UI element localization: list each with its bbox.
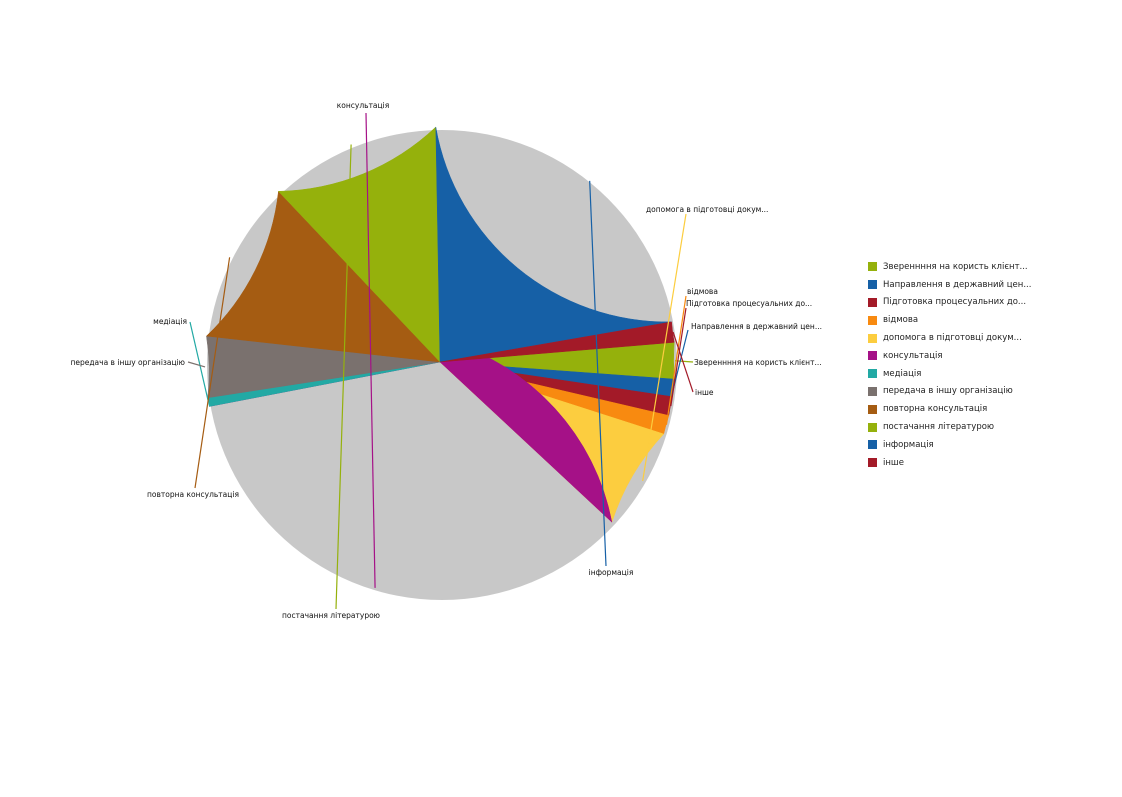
slice-label-0: Звереннння на користь клієнт... <box>694 358 822 367</box>
slice-label-9: постачання літературою <box>282 611 380 620</box>
legend-item-9: постачання літературою <box>868 418 1031 436</box>
slice-label-1: Направлення в державний цен... <box>691 322 822 331</box>
slice-label-10: інформація <box>589 568 634 577</box>
legend-item-3: відмова <box>868 311 1031 329</box>
leader-line-10 <box>589 180 607 567</box>
legend-swatch <box>868 351 877 361</box>
leader-line-6 <box>189 321 210 403</box>
slice-label-5: консультація <box>337 101 389 110</box>
leader-line-8 <box>194 257 231 489</box>
leader-line-9 <box>335 144 352 610</box>
pie-slice-9 <box>277 126 441 363</box>
legend-swatch <box>868 333 877 343</box>
slice-label-2: Підготовка процесуальних до... <box>686 299 812 308</box>
legend-swatch <box>868 280 877 290</box>
leader-line-4 <box>642 213 687 482</box>
legend-label: повторна консультація <box>883 404 988 415</box>
legend-swatch <box>868 315 877 325</box>
legend-swatch <box>868 297 877 307</box>
legend-label: Звереннння на користь клієнт... <box>883 261 1028 272</box>
legend-item-8: повторна консультація <box>868 400 1031 418</box>
legend-item-2: Підготовка процесуальних до... <box>868 294 1031 312</box>
legend-label: постачання літературою <box>883 422 995 433</box>
legend-label: Підготовка процесуальних до... <box>883 297 1027 308</box>
legend-item-6: медіація <box>868 365 1031 383</box>
leader-line-7 <box>187 361 206 368</box>
legend-label: інформація <box>883 439 934 450</box>
pie-slice-8 <box>205 190 441 363</box>
legend-item-7: передача в іншу організацію <box>868 383 1031 401</box>
leader-line-2 <box>670 307 687 407</box>
pie-slice-11 <box>439 321 675 363</box>
legend-label: консультація <box>883 350 943 361</box>
legend-item-0: Звереннння на користь клієнт... <box>868 258 1031 276</box>
legend-item-4: допомога в підготовці докум... <box>868 329 1031 347</box>
slice-label-8: повторна консультація <box>147 490 239 499</box>
legend-item-5: консультація <box>868 347 1031 365</box>
legend-item-1: Направлення в державний цен... <box>868 276 1031 294</box>
chart-legend: Звереннння на користь клієнт... Направлен… <box>868 258 1031 472</box>
legend-label: відмова <box>883 315 919 326</box>
legend-swatch <box>868 440 877 450</box>
leader-line-11 <box>672 331 694 393</box>
slice-label-11: інше <box>695 388 714 397</box>
leader-line-3 <box>665 295 687 425</box>
slice-label-7: передача в іншу організацію <box>70 358 185 367</box>
slice-label-6: медіація <box>153 317 187 326</box>
legend-swatch <box>868 422 877 432</box>
leader-line-5 <box>365 112 376 588</box>
legend-label: інше <box>883 457 904 468</box>
slice-label-3: відмова <box>687 287 718 296</box>
legend-label: медіація <box>883 368 922 379</box>
slice-label-4: допомога в підготовці докум... <box>646 205 768 214</box>
legend-swatch <box>868 369 877 379</box>
legend-swatch <box>868 386 877 396</box>
legend-swatch <box>868 404 877 414</box>
legend-label: допомога в підготовці докум... <box>883 333 1022 344</box>
legend-label: Направлення в державний цен... <box>883 279 1032 290</box>
legend-swatch <box>868 262 877 272</box>
legend-item-11: інше <box>868 454 1031 472</box>
pie-slice-10 <box>435 126 672 363</box>
legend-label: передача в іншу організацію <box>883 386 1013 397</box>
legend-swatch <box>868 458 877 468</box>
legend-item-10: інформація <box>868 436 1031 454</box>
leader-line-1 <box>672 329 689 389</box>
